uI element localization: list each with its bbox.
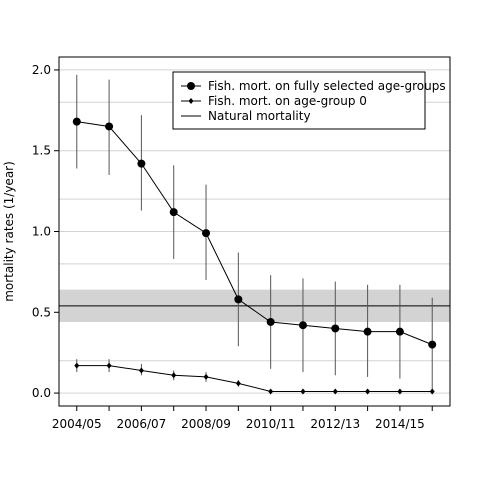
series-0-line	[76, 121, 433, 346]
series-0-point-7	[298, 321, 307, 330]
series-0-point-10	[395, 327, 404, 336]
series-1-point-7	[300, 388, 306, 395]
axes: 0.0 0.5 1.0 1.5 2.0 2004/05 2006/07 2008/09 2010…	[32, 63, 433, 431]
x-tick-label-0: 2004/05	[52, 417, 102, 431]
x-tick-label-4: 2012/13	[310, 417, 360, 431]
series-0-point-6	[266, 317, 275, 326]
legend-marker-1	[188, 98, 194, 104]
series-0-point-4	[202, 229, 211, 238]
series-1-point-6	[268, 388, 274, 395]
series-1-point-8	[332, 388, 338, 395]
y-tick-label-1: 0.5	[32, 305, 51, 319]
series-1-point-1	[106, 362, 112, 369]
series-1-line	[76, 365, 433, 392]
x-tick-label-1: 2006/07	[116, 417, 166, 431]
y-tick-label-2: 1.0	[32, 225, 51, 239]
y-axis-title: mortality rates (1/year)	[2, 161, 16, 302]
series-1-point-5	[235, 380, 241, 387]
y-tick-label-4: 2.0	[32, 63, 51, 77]
series-1-point-10	[397, 388, 403, 395]
series-0-point-1	[105, 122, 114, 131]
series-0-point-11	[428, 340, 437, 349]
series-1-point-4	[203, 373, 209, 380]
series-0-point-3	[169, 208, 178, 217]
natural-mortality-band-layer	[59, 289, 450, 322]
legend-label-0: Fish. mort. on fully selected age-groups	[208, 79, 446, 93]
series-0-point-9	[363, 327, 372, 336]
legend-label-2: Natural mortality	[208, 109, 311, 123]
x-tick-label-5: 2014/15	[375, 417, 425, 431]
series-0-point-0	[72, 117, 81, 126]
series-0-point-5	[234, 295, 243, 304]
x-tick-label-2: 2008/09	[181, 417, 231, 431]
series-1-point-3	[171, 372, 177, 379]
y-tick-label-0: 0.0	[32, 386, 51, 400]
series-0-point-8	[331, 324, 340, 333]
series-1-point-11	[429, 388, 435, 395]
series-0-point-2	[137, 159, 146, 168]
series-1-point-9	[365, 388, 371, 395]
legend-label-1: Fish. mort. on age-group 0	[208, 94, 367, 108]
series-layer	[72, 74, 437, 395]
legend-box	[172, 71, 426, 130]
x-tick-label-3: 2010/11	[246, 417, 296, 431]
series-0	[72, 74, 437, 392]
series-1-point-0	[74, 362, 80, 369]
series-1	[74, 359, 435, 395]
legend-marker-0	[187, 82, 195, 90]
legend: Fish. mort. on fully selected age-groups…	[172, 71, 446, 130]
y-tick-label-3: 1.5	[32, 144, 51, 158]
series-1-point-2	[138, 367, 144, 374]
